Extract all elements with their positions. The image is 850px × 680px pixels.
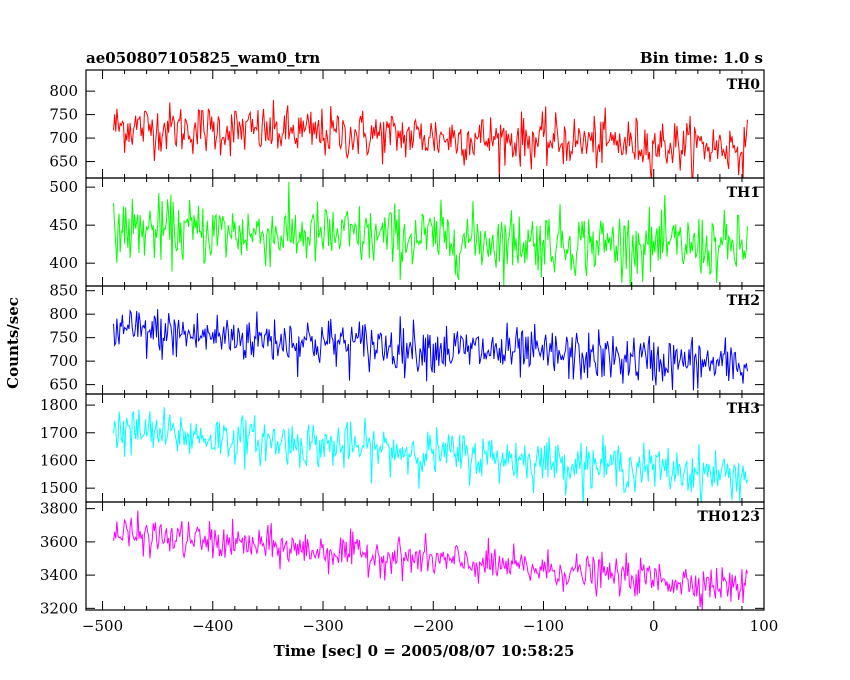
bin-time-label: Bin time: 1.0 s [640, 49, 763, 67]
panel-th0: 650 700 750 800 TH0 [49, 69, 765, 179]
y-tick-label: 3600 [40, 533, 78, 551]
y-tick-label: 450 [49, 216, 78, 234]
panels-group: 650 700 750 800 TH0 400 450 500 TH1 650 700 750 800 8… [40, 69, 765, 617]
panel-frame [85, 501, 765, 611]
panel-label-th1: TH1 [727, 185, 760, 201]
y-tick-label: 800 [49, 305, 78, 323]
y-tick-label: 500 [49, 178, 78, 196]
y-tick-label: 850 [49, 282, 78, 300]
panel-th0123: 3200 3400 3600 3800 TH0123 [40, 500, 765, 617]
series-line-th3 [113, 407, 748, 502]
x-tick-label: 0 [649, 617, 659, 635]
y-tick-label: 750 [49, 106, 78, 124]
y-tick-label: 800 [49, 82, 78, 100]
y-tick-label: 1700 [40, 424, 78, 442]
y-tick-label: 3800 [40, 500, 78, 518]
y-tick-label: 1800 [40, 396, 78, 414]
y-tick-label: 700 [49, 129, 78, 147]
y-tick-label: 700 [49, 352, 78, 370]
y-tick-label: 650 [49, 153, 78, 171]
x-tick-label: −400 [192, 617, 233, 635]
x-tick-label: −300 [302, 617, 343, 635]
y-tick-label: 1500 [40, 479, 78, 497]
panel-label-th2: TH2 [727, 293, 760, 309]
series-line-th1 [113, 181, 748, 286]
panel-label-th0123: TH0123 [697, 509, 760, 525]
y-tick-label: 3200 [40, 599, 78, 617]
x-axis: −500 −400 −300 −200 −100 0 100 [82, 617, 778, 635]
x-tick-label: −100 [523, 617, 564, 635]
x-tick-label: 100 [750, 617, 779, 635]
panel-label-th3: TH3 [727, 401, 760, 417]
y-tick-label: 1600 [40, 451, 78, 469]
x-tick-label: −500 [82, 617, 123, 635]
panel-label-th0: TH0 [727, 77, 761, 93]
series-line-th0 [113, 99, 748, 178]
x-tick-label: −200 [413, 617, 454, 635]
panel-th3: 1500 1600 1700 1800 TH3 [40, 393, 765, 503]
panel-th2: 650 700 750 800 850 TH2 [49, 282, 765, 395]
chart-title: ae050807105825_wam0_trn [86, 49, 320, 67]
series-line-th0123 [113, 510, 748, 610]
y-tick-label: 3400 [40, 566, 78, 584]
x-axis-title: Time [sec] 0 = 2005/08/07 10:58:25 [274, 642, 575, 660]
y-tick-label: 750 [49, 329, 78, 347]
y-axis-title: Counts/sec [4, 297, 22, 389]
y-tick-label: 650 [49, 376, 78, 394]
panel-frame [85, 393, 765, 503]
y-tick-label: 400 [49, 254, 78, 272]
series-line-th2 [113, 309, 748, 391]
panel-th1: 400 450 500 TH1 [49, 177, 765, 287]
